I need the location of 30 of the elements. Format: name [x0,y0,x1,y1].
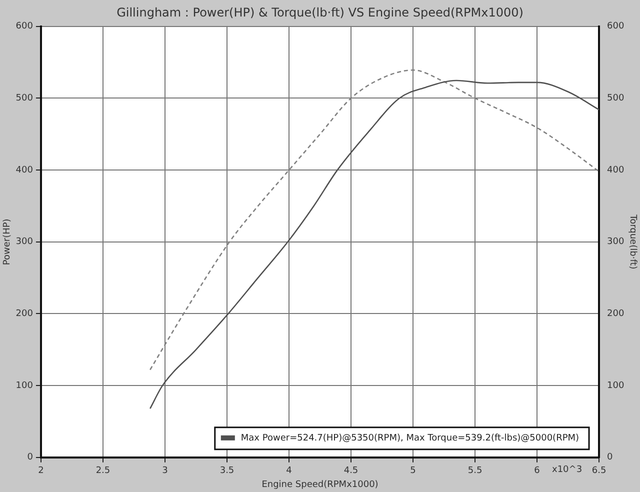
x-tick-label: 4.5 [344,466,358,476]
x-tick-label: 5 [410,466,416,476]
y2-tick-label: 200 [607,309,624,320]
x-tick-label: 4 [286,466,292,476]
x-tick-label: 6.5 [592,466,606,476]
y-tick-label: 0 [27,452,34,463]
x-tick-label: 6 [534,466,540,476]
x-tick-label: 3.5 [220,466,234,476]
x-tick-label: 2 [38,466,44,476]
y-tick-label: 400 [16,165,34,176]
y2-tick-label: 600 [607,22,624,32]
y2-tick-label: 500 [607,94,624,104]
y-tick-label: 600 [16,22,34,32]
chart-title: Gillingham : Power(HP) & Torque(lb·ft) VS Engine Speed(RPMx1000) [116,5,524,20]
x-tick-label: 5.5 [468,466,482,476]
legend-label: Max Power=524.7(HP)@5350(RPM), Max Torque=539.2(ft-lbs)@5000(RPM) [240,434,580,444]
y2-tick-label: 0 [607,452,614,463]
y2-tick-label: 400 [607,165,624,176]
y-axis-title: Power(HP) [2,218,13,266]
text: x10^3 [552,465,582,476]
x-tick-label: 2.5 [96,466,110,476]
y-tick-label: 300 [16,237,34,248]
y-tick-label: 500 [16,94,34,104]
x-axis-title: Engine Speed(RPMx1000) [262,480,378,490]
y2-tick-label: 300 [607,237,624,248]
y2-tick-label: 100 [607,380,624,391]
x-tick-label: 3 [162,466,168,476]
y-tick-label: 200 [16,309,34,320]
y-tick-label: 100 [16,380,34,391]
y2-axis-title: Torque(lb·ft) [627,214,638,270]
